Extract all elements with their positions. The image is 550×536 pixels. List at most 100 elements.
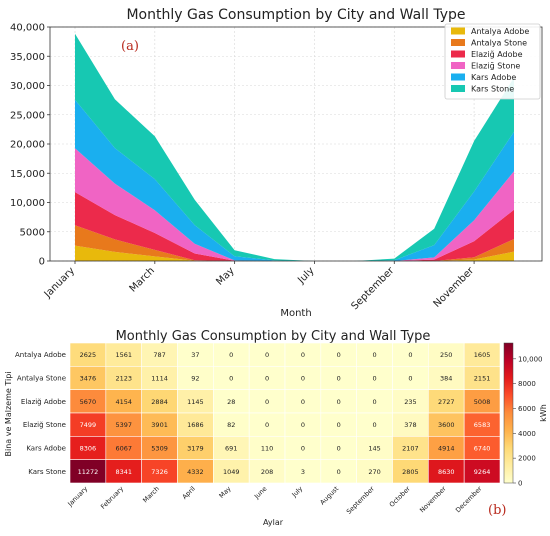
- area-series-4: [75, 99, 514, 261]
- heatmap-panel: Monthly Gas Consumption by City and Wall…: [4, 329, 548, 527]
- colorbar-tick-label: 8000: [518, 380, 536, 388]
- heatmap-cell-value: 4914: [438, 445, 455, 453]
- heatmap-cell-value: 787: [153, 351, 165, 359]
- heatmap-row-labels: Antalya Adobe Antalya Stone Elaziğ Adobe El…: [15, 351, 66, 476]
- y-tick-label: 35,000: [10, 52, 45, 63]
- heatmap-cell-value: 3476: [80, 375, 97, 383]
- heatmap-cell-value: 0: [301, 375, 305, 383]
- heatmap-cells: 2625 1561 787 37 0 0 0 0 0 0 250 1605 3476 2123 1114 92…: [69, 342, 501, 484]
- y-tick-label: 5000: [20, 227, 45, 238]
- area-series-5: [75, 33, 514, 262]
- heatmap-cell-value: 9264: [474, 468, 491, 476]
- heatmap-cell-value: 0: [229, 351, 233, 359]
- heatmap-cell-value: 270: [368, 468, 380, 476]
- heatmap-cell-value: 0: [301, 351, 305, 359]
- heatmap-cell-value: 2727: [438, 398, 455, 406]
- heatmap-cell-value: 0: [265, 421, 269, 429]
- legend-swatch: [451, 85, 465, 92]
- heatmap-cell-value: 3600: [438, 421, 455, 429]
- heatmap-cell-value: 3901: [151, 421, 168, 429]
- heatmap-cell-value: 6740: [474, 445, 491, 453]
- y-tick-label: 40,000: [10, 23, 45, 34]
- colorbar-tick-label: 0: [518, 480, 522, 488]
- heatmap-cell-value: 0: [265, 351, 269, 359]
- colorbar-ticks: 0 2000 4000 6000 8000 10,000: [513, 355, 543, 488]
- heatmap-cell-value: 0: [373, 421, 377, 429]
- colorbar-tick-label: 4000: [518, 430, 536, 438]
- heatmap-cell-value: 82: [227, 421, 235, 429]
- y-tick-label: 0: [39, 257, 45, 268]
- legend-swatch: [451, 27, 465, 35]
- heatmap-cell-value: 0: [373, 351, 377, 359]
- legend-label: Antalya Adobe: [471, 27, 529, 36]
- heatmap-cell-value: 92: [191, 375, 199, 383]
- heatmap-row-label: Elaziğ Adobe: [21, 398, 66, 406]
- heatmap-cell-value: 691: [225, 445, 237, 453]
- area-layers: [75, 33, 514, 262]
- heatmap-cell-value: 235: [404, 398, 416, 406]
- heatmap-cell-value: 4154: [115, 398, 132, 406]
- heatmap-cell-value: 384: [440, 375, 452, 383]
- heatmap-cell-value: 0: [373, 375, 377, 383]
- heatmap-cell-value: 2805: [402, 468, 419, 476]
- heatmap-cell-value: 0: [337, 468, 341, 476]
- legend-label: Antalya Stone: [471, 39, 527, 48]
- heatmap-cell-value: 0: [337, 398, 341, 406]
- area-chart-title: Monthly Gas Consumption by City and Wall…: [126, 7, 465, 23]
- heatmap-cell-value: 145: [368, 445, 380, 453]
- heatmap-cell-value: 110: [261, 445, 273, 453]
- colorbar-tick-label: 2000: [518, 455, 536, 463]
- heatmap-cell-value: 0: [373, 398, 377, 406]
- heatmap-cell-value: 208: [261, 468, 273, 476]
- heatmap-cell-value: 5397: [115, 421, 132, 429]
- heatmap-cell-value: 7326: [151, 468, 168, 476]
- heatmap-cell-value: 0: [229, 375, 233, 383]
- heatmap-cell-value: 6067: [115, 445, 132, 453]
- heatmap-cell-value: 3: [301, 468, 305, 476]
- area-legend: Antalya Adobe Antalya Stone Elaziğ Adobe El…: [444, 23, 541, 100]
- heatmap-cell-value: 1686: [187, 421, 204, 429]
- heatmap-cell-value: 0: [337, 421, 341, 429]
- heatmap-cell-value: 250: [440, 351, 452, 359]
- colorbar-label: kWh: [539, 404, 548, 422]
- heatmap-cell-value: 0: [265, 375, 269, 383]
- heatmap-cell-value: 378: [404, 421, 416, 429]
- area-series-0: [75, 245, 514, 261]
- legend-label: Kars Stone: [471, 85, 514, 94]
- legend-swatch: [451, 50, 465, 58]
- heatmap-cell-value: 11272: [78, 468, 99, 476]
- y-tick-label: 10,000: [10, 198, 45, 209]
- colorbar-tick-label: 6000: [518, 405, 536, 413]
- heatmap-cell-value: 7499: [80, 421, 97, 429]
- heatmap-cell-value: 2625: [80, 351, 97, 359]
- heatmap-cell-value: 8306: [80, 445, 97, 453]
- heatmap-cell-value: 0: [265, 398, 269, 406]
- colorbar-gradient: [503, 342, 514, 484]
- legend-frame: [444, 23, 541, 100]
- heatmap-cell-value: 0: [301, 445, 305, 453]
- y-tick-label: 25,000: [10, 110, 45, 121]
- heatmap-y-axis-label: Bina ve Malzeme Tipi: [4, 372, 13, 457]
- legend-label: Kars Adobe: [471, 73, 516, 82]
- y-tick-label: 15,000: [10, 169, 45, 180]
- heatmap-cell-value: 5008: [474, 398, 491, 406]
- heatmap-cell-value: 0: [408, 351, 412, 359]
- heatmap-cell-value: 3179: [187, 445, 204, 453]
- y-tick-label: 20,000: [10, 140, 45, 151]
- heatmap-cell-value: 5670: [80, 398, 97, 406]
- heatmap-cell-value: 0: [301, 398, 305, 406]
- legend-label: Elaziğ Stone: [471, 62, 520, 71]
- area-x-axis-label: Month: [280, 308, 311, 319]
- heatmap-cell-value: 1049: [223, 468, 240, 476]
- heatmap-row-label: Kars Adobe: [26, 445, 66, 453]
- legend-swatch: [451, 39, 465, 46]
- legend-label: Elaziğ Adobe: [471, 50, 523, 59]
- y-tick-label: 30,000: [10, 81, 45, 92]
- heatmap-cell-value: 2151: [474, 375, 491, 383]
- heatmap-cell-value: 0: [337, 351, 341, 359]
- heatmap-cell-value: 8341: [115, 468, 132, 476]
- heatmap-cell-value: 1561: [115, 351, 132, 359]
- heatmap-panel-label: (b): [488, 503, 506, 518]
- heatmap-cell-value: 1145: [187, 398, 204, 406]
